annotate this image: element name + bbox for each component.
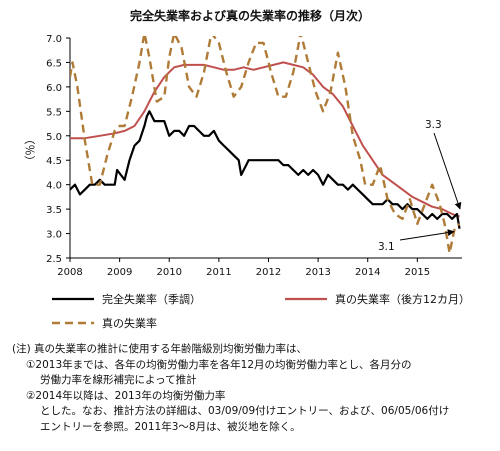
legend-label: 真の失業率（後方12カ月） xyxy=(335,292,470,306)
x-tick-label: 2008 xyxy=(57,267,82,278)
y-tick-label: 5.0 xyxy=(46,132,62,143)
chart-annotations: 3.3 3.1 xyxy=(378,119,462,253)
footnote-line-4: ②2014年以降は、2013年の均衡労働力率 xyxy=(26,389,226,402)
chart-series xyxy=(70,36,461,255)
y-tick-label: 6.0 xyxy=(46,83,62,94)
y-tick-label: 4.0 xyxy=(46,181,62,192)
legend-label: 完全失業率（季調） xyxy=(102,292,201,306)
annotation-arrow xyxy=(399,229,455,241)
x-tick-label: 2010 xyxy=(157,267,182,278)
annotation-label: 3.3 xyxy=(425,119,442,131)
y-tick-label: 5.5 xyxy=(46,107,62,118)
y-tick-label: 3.5 xyxy=(46,205,62,216)
chart-axes: 2.5 3.0 3.5 4.0 4.5 5.0 5.5 6.0 6.5 7.0 2008 2009 20… xyxy=(46,34,462,278)
annotation-label: 3.1 xyxy=(378,241,395,253)
y-tick-label: 4.5 xyxy=(46,156,62,167)
x-tick-label: 2011 xyxy=(206,267,231,278)
footnote-line-1: (注) 真の失業率の推計に使用する年齢階級別均衡労働力率は、 xyxy=(12,343,308,355)
x-tick-label: 2015 xyxy=(405,267,430,278)
chart-title: 完全失業率および真の失業率の推移（月次） xyxy=(130,8,370,23)
y-tick-label: 7.0 xyxy=(46,34,62,45)
y-axis-label: （％） xyxy=(23,134,36,167)
footnote-line-2: ①2013年までは、各年の均衡労働力率を各年12月の均衡労働力率とし、各月分の xyxy=(26,358,412,371)
series-line-1 xyxy=(70,61,460,218)
y-tick-label: 3.0 xyxy=(46,230,62,241)
y-tick-label: 6.5 xyxy=(46,58,62,69)
x-tick-label: 2009 xyxy=(107,267,132,278)
x-tick-label: 2013 xyxy=(305,267,330,278)
annotation-arrow xyxy=(433,132,462,210)
series-line-0 xyxy=(70,110,461,229)
x-tick-label: 2014 xyxy=(355,267,380,278)
chart-legend: 完全失業率（季調） 真の失業率（後方12カ月） 真の失業率 xyxy=(52,292,470,330)
legend-label: 真の失業率 xyxy=(102,316,157,330)
footnote: (注) 真の失業率の推計に使用する年齢階級別均衡労働力率は、 ①2013年までは… xyxy=(12,342,496,435)
series-line-2 xyxy=(70,36,461,255)
footnote-line-6: エントリーを参照。2011年3～8月は、被災地を除く。 xyxy=(40,420,301,433)
footnote-line-5: とした。なお、推計方法の詳細は、03/09/09付けエントリー、および、06/0… xyxy=(40,405,450,417)
y-tick-label: 2.5 xyxy=(46,254,62,265)
footnote-line-3: 労働力率を線形補完によって推計 xyxy=(40,374,197,386)
x-tick-label: 2012 xyxy=(256,267,281,278)
